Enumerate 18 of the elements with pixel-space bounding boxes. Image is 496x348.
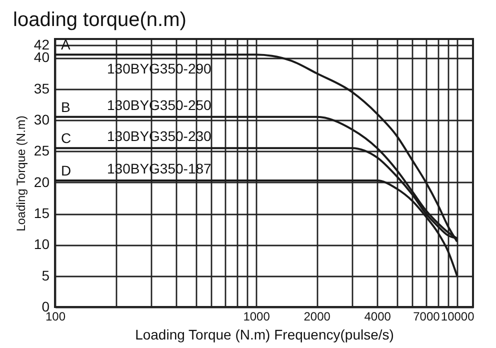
- chart-title: loading torque(n.m): [13, 9, 186, 32]
- x-tick-label: 2000: [304, 310, 331, 324]
- y-tick-label: 25: [34, 142, 50, 159]
- y-tick-label: 35: [34, 80, 50, 96]
- y-tick-label: 20: [34, 174, 50, 190]
- x-tick-label: 1000: [243, 310, 270, 324]
- series-label: D: [61, 162, 72, 178]
- x-tick-label: 10000: [440, 310, 475, 324]
- y-tick-label: 15: [34, 205, 50, 222]
- y-axis-title: Loading Torque (N.m): [14, 116, 28, 232]
- y-tick-label: 5: [42, 267, 50, 284]
- series-label: B: [61, 98, 70, 115]
- x-tick-label: 7000: [413, 310, 440, 324]
- x-tick-label: 4000: [364, 310, 392, 324]
- y-tick-label: 30: [34, 112, 50, 128]
- y-tick-label: 10: [34, 236, 50, 252]
- series-label: C: [61, 130, 72, 146]
- x-axis-title: Loading Torque (N.m) Frequency(pulse/s): [135, 326, 394, 342]
